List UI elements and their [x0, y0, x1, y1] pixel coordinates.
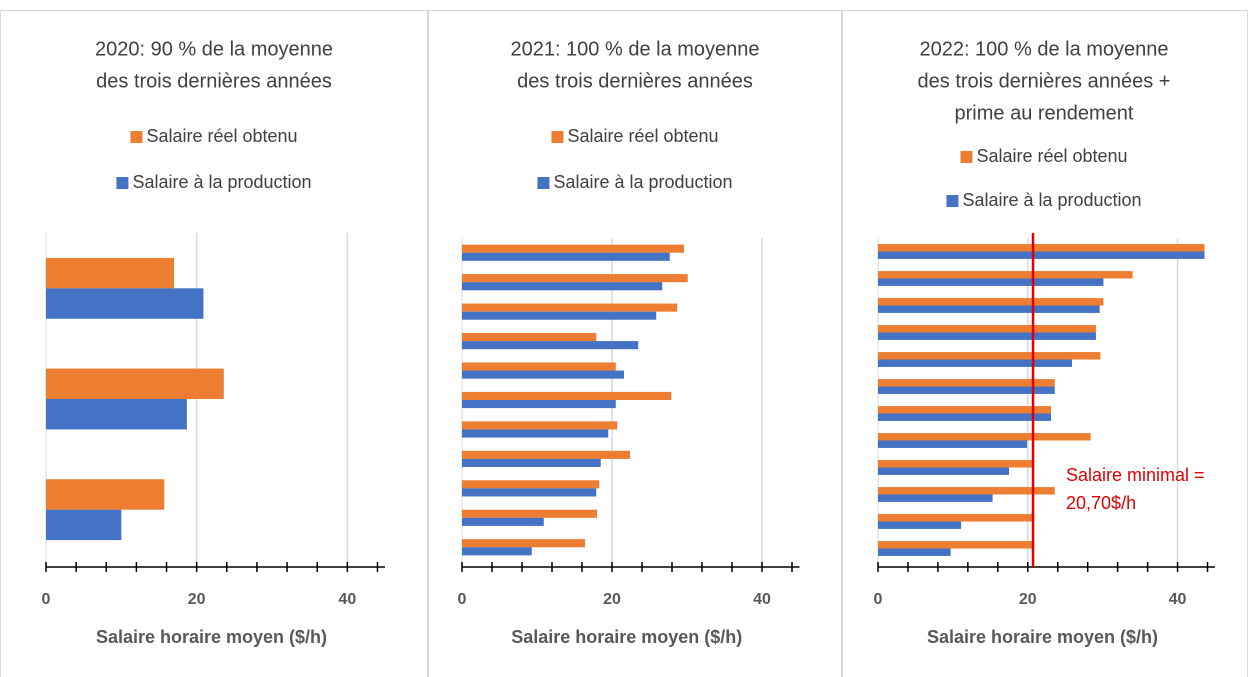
legend-swatch — [551, 131, 564, 143]
bar — [462, 421, 618, 430]
bar — [878, 244, 1205, 252]
bar — [462, 252, 670, 261]
bar — [878, 251, 1205, 259]
chart-title: des trois dernières années — [517, 70, 753, 92]
legend-swatch — [946, 195, 959, 207]
chart-title: des trois dernières années + — [918, 70, 1171, 92]
bar — [878, 548, 951, 556]
bar — [878, 460, 1034, 468]
bar — [462, 391, 672, 400]
bar — [462, 450, 630, 459]
bar — [462, 274, 688, 283]
bar — [46, 368, 224, 399]
bar — [462, 458, 601, 468]
bar — [878, 514, 1034, 522]
bar — [878, 359, 1072, 367]
bar — [462, 488, 597, 497]
legend-label: Salaire à la production — [132, 172, 311, 192]
x-tick-label: 40 — [1169, 591, 1187, 608]
bar — [878, 521, 962, 529]
bar — [462, 429, 609, 438]
bar — [878, 325, 1096, 333]
bar — [878, 406, 1051, 414]
chart-title: des trois dernières années — [96, 70, 332, 92]
bar — [462, 362, 616, 371]
bar — [462, 303, 678, 312]
bar — [46, 479, 165, 510]
x-tick-label: 20 — [1019, 591, 1037, 608]
chart-title: 2021: 100 % de la moyenne — [510, 38, 759, 60]
bar — [878, 440, 1028, 448]
bar — [46, 399, 187, 430]
bar — [462, 332, 597, 342]
bar — [46, 257, 175, 289]
x-axis-label: Salaire horaire moyen ($/h) — [927, 627, 1158, 647]
bar — [878, 278, 1104, 286]
bar — [878, 271, 1133, 279]
legend-swatch — [130, 131, 143, 143]
legend-swatch — [537, 177, 550, 189]
bar — [462, 244, 684, 253]
x-tick-label: 0 — [874, 591, 883, 608]
bar — [878, 494, 993, 502]
legend-label: Salaire réel obtenu — [567, 126, 718, 146]
bar — [878, 386, 1055, 394]
x-tick-label: 40 — [753, 591, 771, 608]
bar — [878, 332, 1096, 340]
reference-label: Salaire minimal = — [1066, 465, 1205, 485]
chart-title: 2022: 100 % de la moyenne — [919, 38, 1168, 60]
bar — [878, 305, 1100, 313]
bar — [462, 480, 600, 489]
legend-label: Salaire à la production — [962, 190, 1141, 210]
bar — [462, 311, 657, 320]
x-axis-label: Salaire horaire moyen ($/h) — [96, 627, 327, 647]
x-tick-label: 0 — [42, 591, 51, 608]
bar — [878, 467, 1010, 475]
x-tick-label: 20 — [188, 591, 206, 608]
bar — [46, 288, 204, 319]
legend-swatch — [116, 177, 129, 189]
bar — [462, 547, 532, 556]
x-tick-label: 0 — [458, 591, 467, 608]
bar — [462, 282, 663, 291]
bar — [878, 298, 1104, 306]
bar — [878, 413, 1051, 421]
bar — [878, 352, 1101, 360]
bar — [462, 509, 597, 518]
bar — [462, 370, 624, 379]
bar — [878, 379, 1055, 387]
x-axis-label: Salaire horaire moyen ($/h) — [511, 627, 742, 647]
bar — [462, 539, 585, 548]
bar — [462, 341, 639, 350]
x-tick-label: 40 — [338, 591, 356, 608]
bar — [462, 517, 544, 526]
legend-label: Salaire à la production — [553, 172, 732, 192]
legend-label: Salaire réel obtenu — [976, 146, 1127, 166]
bar — [878, 487, 1055, 495]
bar — [46, 509, 122, 541]
x-tick-label: 20 — [603, 591, 621, 608]
legend-label: Salaire réel obtenu — [146, 126, 297, 146]
legend-swatch — [960, 151, 973, 163]
bar — [878, 433, 1091, 441]
chart-title: prime au rendement — [955, 102, 1134, 124]
reference-label: 20,70$/h — [1066, 493, 1136, 513]
chart-title: 2020: 90 % de la moyenne — [95, 38, 333, 60]
bar — [462, 400, 616, 409]
bar — [878, 541, 1034, 549]
